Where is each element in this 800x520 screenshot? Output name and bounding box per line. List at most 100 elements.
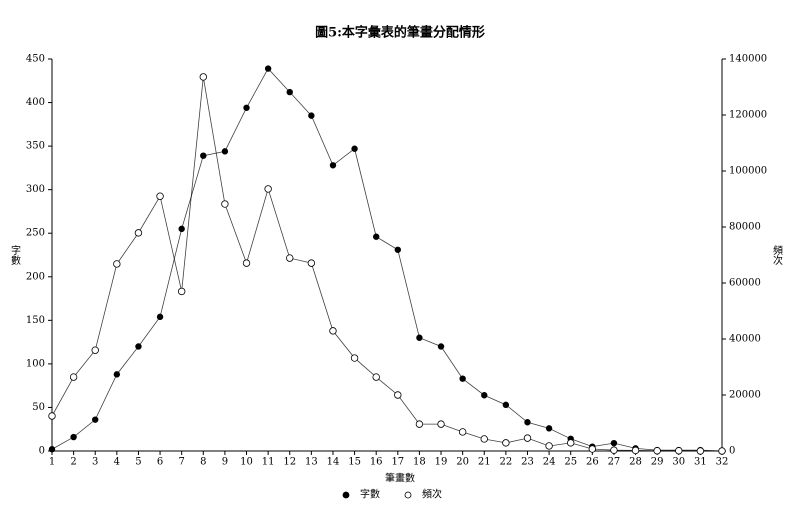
point — [221, 200, 229, 208]
x-tick-label: 25 — [564, 457, 577, 468]
x-tick-label: 27 — [608, 457, 621, 468]
point — [696, 447, 705, 455]
point — [92, 416, 99, 423]
point — [394, 246, 402, 253]
y2-tick-label: 20000 — [729, 390, 761, 401]
point — [350, 354, 359, 362]
x-tick-label: 22 — [500, 457, 513, 468]
y2-tick-label: 0 — [729, 446, 735, 457]
point — [264, 185, 272, 193]
x-tick-label: 11 — [262, 457, 275, 468]
point — [415, 420, 424, 428]
point — [200, 152, 207, 159]
x-tick-label: 24 — [543, 457, 556, 468]
point — [480, 435, 488, 443]
x-tick-label: 26 — [586, 457, 599, 468]
point — [718, 447, 726, 455]
x-tick-label: 9 — [222, 457, 228, 468]
point — [372, 233, 380, 240]
x-tick-label: 8 — [200, 457, 206, 468]
point — [221, 148, 229, 155]
legend-marker — [342, 491, 350, 499]
y-tick-label: 100 — [26, 358, 45, 369]
x-tick-label: 4 — [114, 457, 120, 468]
x-tick-label: 6 — [157, 457, 163, 468]
x-axis-label: 筆畫數 — [385, 472, 415, 485]
y2-tick-label: 140000 — [729, 54, 767, 65]
point — [610, 446, 618, 454]
x-tick-label: 19 — [435, 457, 448, 468]
x-tick-label: 30 — [672, 457, 685, 468]
y-tick-label: 150 — [26, 315, 45, 326]
y2-tick-label: 80000 — [729, 222, 761, 233]
point — [156, 192, 164, 200]
point — [524, 419, 531, 426]
x-tick-label: 31 — [694, 457, 707, 468]
point — [458, 428, 467, 436]
x-tick-label: 12 — [283, 457, 296, 468]
x-tick-label: 29 — [651, 457, 664, 468]
y-tick-label: 200 — [26, 271, 45, 282]
point — [307, 259, 316, 267]
x-tick-label: 15 — [348, 457, 361, 468]
point — [286, 254, 294, 262]
x-tick-label: 2 — [70, 457, 76, 468]
x-tick-label: 17 — [391, 457, 404, 468]
point — [545, 425, 553, 432]
point — [502, 439, 510, 447]
x-tick-label: 13 — [305, 457, 318, 468]
x-tick-label: 23 — [521, 457, 534, 468]
legend-label: 頻次 — [422, 488, 442, 501]
series-line — [51, 67, 723, 452]
point — [113, 371, 121, 378]
point — [48, 412, 56, 420]
x-tick-label: 7 — [178, 457, 184, 468]
x-tick-label: 3 — [92, 457, 98, 468]
point — [437, 420, 445, 428]
point — [70, 433, 77, 441]
x-tick-label: 20 — [456, 457, 469, 468]
series-line — [51, 76, 722, 452]
y2-tick-label: 120000 — [729, 110, 767, 121]
point — [134, 229, 143, 237]
point — [91, 346, 99, 354]
point — [610, 439, 618, 447]
y2-tick-label: 100000 — [729, 166, 767, 177]
point — [329, 162, 337, 169]
legend-marker — [404, 491, 412, 499]
chart-title: 圖5:本字彙表的筆畫分配情形 — [315, 25, 485, 41]
point — [178, 225, 185, 233]
point — [631, 446, 640, 455]
x-tick-label: 1 — [49, 457, 55, 468]
point — [502, 401, 510, 409]
y2-tick-label: 40000 — [729, 334, 761, 345]
point — [156, 313, 164, 321]
x-tick-label: 18 — [413, 457, 426, 468]
point — [135, 343, 142, 350]
point — [653, 447, 661, 455]
point — [459, 375, 466, 382]
y-tick-label: 350 — [26, 141, 45, 152]
x-tick-label: 21 — [478, 457, 491, 468]
point — [545, 442, 553, 450]
y-tick-label: 0 — [39, 446, 45, 457]
y-tick-label: 300 — [26, 184, 45, 195]
point — [242, 259, 251, 267]
point — [588, 445, 597, 453]
point — [523, 434, 532, 442]
x-tick-label: 16 — [370, 457, 383, 468]
point — [351, 145, 358, 152]
point — [372, 373, 380, 381]
point — [286, 88, 293, 96]
x-tick-label: 32 — [716, 457, 729, 468]
x-tick-label: 28 — [629, 457, 642, 468]
y-tick-label: 450 — [26, 54, 45, 65]
point — [113, 260, 121, 268]
x-tick-label: 5 — [135, 457, 141, 468]
point — [243, 104, 250, 111]
point — [329, 327, 337, 335]
point — [567, 439, 575, 447]
point — [264, 65, 272, 72]
y2-axis-label: 頻次 — [771, 244, 783, 266]
